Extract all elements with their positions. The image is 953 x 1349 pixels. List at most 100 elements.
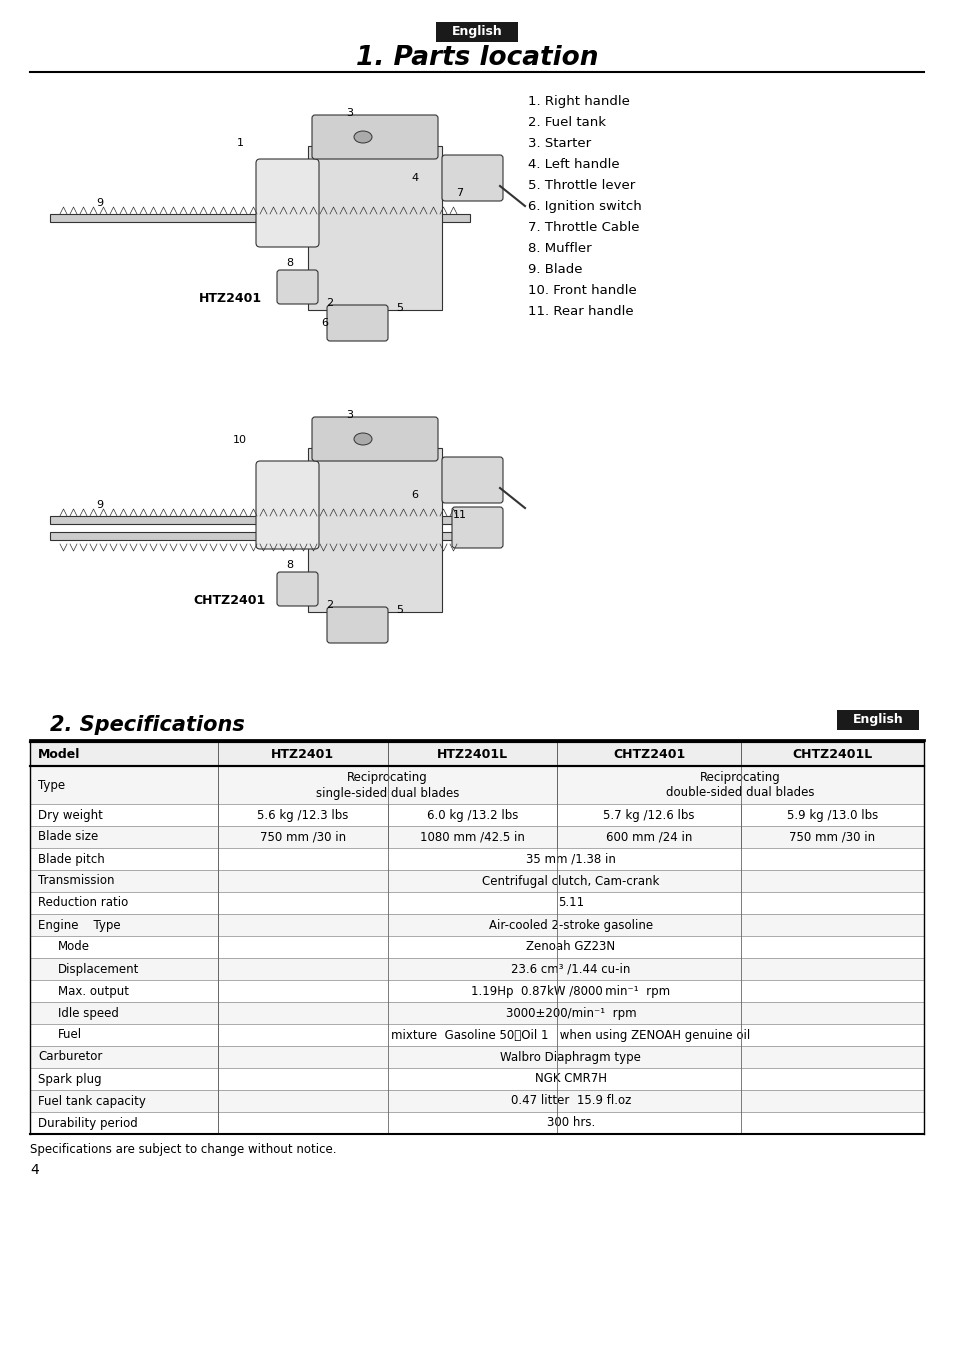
Bar (30, 870, 923, 892)
Text: 4: 4 (30, 1163, 39, 1176)
Bar (30, 804, 923, 826)
Text: 5.6 kg /12.3 lbs: 5.6 kg /12.3 lbs (256, 808, 348, 822)
FancyBboxPatch shape (276, 270, 317, 304)
Text: 3000±200/min⁻¹  rpm: 3000±200/min⁻¹ rpm (505, 1006, 636, 1020)
Text: 9: 9 (96, 500, 104, 510)
Text: 8: 8 (286, 258, 294, 268)
Bar (30, 1045, 923, 1068)
Text: 9. Blade: 9. Blade (527, 263, 582, 277)
FancyBboxPatch shape (255, 461, 318, 549)
Text: Carburetor: Carburetor (38, 1051, 102, 1063)
Text: 1. Parts location: 1. Parts location (355, 45, 598, 71)
Text: 2: 2 (326, 600, 334, 610)
Bar (30, 766, 923, 804)
Text: HTZ2401: HTZ2401 (198, 291, 261, 305)
Text: 5: 5 (396, 604, 403, 615)
Text: Spark plug: Spark plug (38, 1072, 102, 1086)
Text: 2: 2 (326, 298, 334, 308)
Text: 3: 3 (346, 410, 354, 420)
FancyBboxPatch shape (312, 115, 437, 159)
Text: 6. Ignition switch: 6. Ignition switch (527, 200, 641, 213)
Bar (30, 742, 923, 766)
Text: 2. Specifications: 2. Specifications (50, 715, 245, 735)
Text: Type: Type (38, 778, 65, 792)
Text: Reciprocating
single-sided dual blades: Reciprocating single-sided dual blades (315, 770, 458, 800)
Bar (50, 517, 470, 523)
Bar (30, 1090, 923, 1112)
Text: CHTZ2401L: CHTZ2401L (791, 747, 872, 761)
Text: 8: 8 (286, 560, 294, 571)
Ellipse shape (354, 131, 372, 143)
Text: 1: 1 (236, 138, 243, 148)
Text: 5.11: 5.11 (558, 897, 583, 909)
Bar (30, 915, 923, 936)
FancyBboxPatch shape (441, 457, 502, 503)
Text: 1. Right handle: 1. Right handle (527, 94, 629, 108)
Bar (30, 1002, 923, 1024)
Text: Blade size: Blade size (38, 831, 98, 843)
Text: 7: 7 (456, 188, 463, 198)
Text: 5.9 kg /13.0 lbs: 5.9 kg /13.0 lbs (786, 808, 877, 822)
FancyBboxPatch shape (308, 146, 441, 310)
Text: 5: 5 (396, 304, 403, 313)
Ellipse shape (354, 433, 372, 445)
Bar (30, 936, 923, 958)
Text: Centrifugal clutch, Cam-crank: Centrifugal clutch, Cam-crank (481, 874, 659, 888)
Text: 3. Starter: 3. Starter (527, 138, 591, 150)
Text: Dry weight: Dry weight (38, 808, 103, 822)
FancyBboxPatch shape (327, 305, 388, 341)
Text: 6: 6 (321, 318, 328, 328)
Text: 7. Throttle Cable: 7. Throttle Cable (527, 221, 639, 233)
FancyBboxPatch shape (255, 159, 318, 247)
Text: 4. Left handle: 4. Left handle (527, 158, 619, 171)
Text: 5.7 kg /12.6 lbs: 5.7 kg /12.6 lbs (602, 808, 694, 822)
Text: CHTZ2401: CHTZ2401 (613, 747, 684, 761)
Text: HTZ2401: HTZ2401 (271, 747, 334, 761)
FancyBboxPatch shape (312, 417, 437, 461)
Bar (30, 958, 923, 979)
Bar (50, 532, 470, 540)
Text: 10: 10 (233, 434, 247, 445)
Text: 3: 3 (346, 108, 354, 117)
Text: 23.6 cm³ /1.44 cu-in: 23.6 cm³ /1.44 cu-in (511, 962, 630, 975)
Text: Transmission: Transmission (38, 874, 114, 888)
Text: Reduction ratio: Reduction ratio (38, 897, 128, 909)
Text: 8. Muffler: 8. Muffler (527, 241, 591, 255)
FancyBboxPatch shape (276, 572, 317, 606)
Text: 300 hrs.: 300 hrs. (546, 1117, 595, 1129)
FancyBboxPatch shape (308, 448, 441, 612)
Text: 750 mm /30 in: 750 mm /30 in (788, 831, 875, 843)
Text: Fuel: Fuel (58, 1028, 82, 1041)
Text: Model: Model (38, 747, 80, 761)
FancyBboxPatch shape (441, 155, 502, 201)
Text: 6.0 kg /13.2 lbs: 6.0 kg /13.2 lbs (426, 808, 517, 822)
Text: Blade pitch: Blade pitch (38, 853, 105, 866)
Text: NGK CMR7H: NGK CMR7H (535, 1072, 606, 1086)
Text: Displacement: Displacement (58, 962, 139, 975)
Text: 6: 6 (411, 490, 418, 500)
Text: 11: 11 (453, 510, 467, 519)
Bar (30, 1024, 923, 1045)
Bar (30, 892, 923, 915)
Text: English: English (852, 714, 902, 727)
Bar (50, 214, 470, 223)
Bar (436, 22, 517, 42)
Text: Zenoah GZ23N: Zenoah GZ23N (526, 940, 615, 954)
Text: 600 mm /24 in: 600 mm /24 in (605, 831, 692, 843)
Text: 2. Fuel tank: 2. Fuel tank (527, 116, 605, 130)
Bar (836, 710, 918, 730)
Bar (30, 1112, 923, 1135)
Text: mixture  Gasoline 50：Oil 1   when using ZENOAH genuine oil: mixture Gasoline 50：Oil 1 when using ZEN… (391, 1028, 750, 1041)
Text: 35 mm /1.38 in: 35 mm /1.38 in (525, 853, 616, 866)
Bar (30, 826, 923, 849)
Text: HTZ2401L: HTZ2401L (436, 747, 508, 761)
Text: 11. Rear handle: 11. Rear handle (527, 305, 633, 318)
Text: Fuel tank capacity: Fuel tank capacity (38, 1094, 146, 1108)
Text: 9: 9 (96, 198, 104, 208)
Text: 1080 mm /42.5 in: 1080 mm /42.5 in (419, 831, 524, 843)
Text: CHTZ2401: CHTZ2401 (193, 594, 266, 607)
Text: Walbro Diaphragm type: Walbro Diaphragm type (500, 1051, 640, 1063)
Text: 4: 4 (411, 173, 418, 183)
Text: 5. Throttle lever: 5. Throttle lever (527, 179, 635, 192)
Text: Mode: Mode (58, 940, 90, 954)
